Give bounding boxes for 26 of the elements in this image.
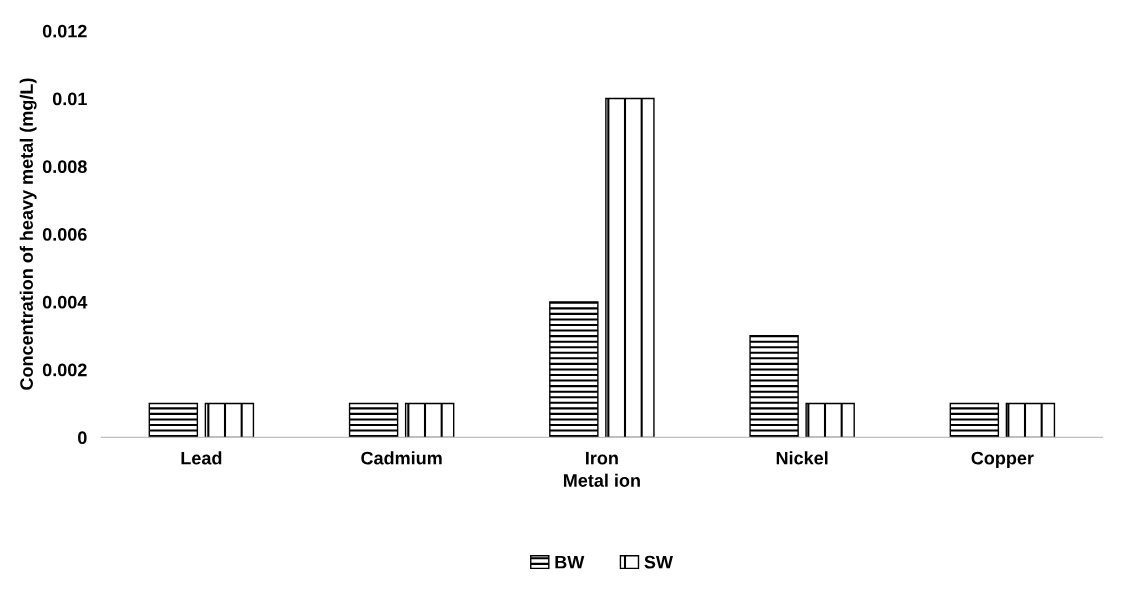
- bar: [1005, 402, 1056, 438]
- bar: [404, 402, 455, 438]
- x-tick-label: Copper: [971, 451, 1034, 469]
- y-tick-label: 0.002: [42, 363, 87, 377]
- x-tick-label: Cadmium: [361, 451, 442, 465]
- y-axis-title: Concentration of heavy metal (mg/L): [19, 78, 37, 390]
- y-tick-label: 0.008: [42, 160, 87, 174]
- y-tick-label: 0.006: [42, 228, 87, 241]
- bar: [805, 402, 855, 438]
- x-tick-label: Nickel: [776, 451, 828, 465]
- y-tick-label: 0.012: [42, 24, 87, 38]
- bar: [749, 335, 799, 438]
- x-tick-label: Lead: [181, 451, 222, 465]
- legend-label: BW: [555, 555, 585, 569]
- bar: [549, 301, 599, 438]
- bar: [605, 97, 655, 438]
- bar: [204, 402, 255, 438]
- y-tick-label: 0: [78, 431, 87, 445]
- x-tick-label: Iron: [586, 451, 618, 465]
- y-tick-label: 0.004: [42, 295, 88, 309]
- y-tick-label: 0.01: [52, 92, 87, 106]
- bar: [148, 402, 199, 438]
- legend-label: SW: [644, 555, 673, 569]
- x-axis-title: Metal ion: [563, 473, 640, 487]
- bar: [348, 402, 399, 438]
- bar: [949, 402, 1000, 438]
